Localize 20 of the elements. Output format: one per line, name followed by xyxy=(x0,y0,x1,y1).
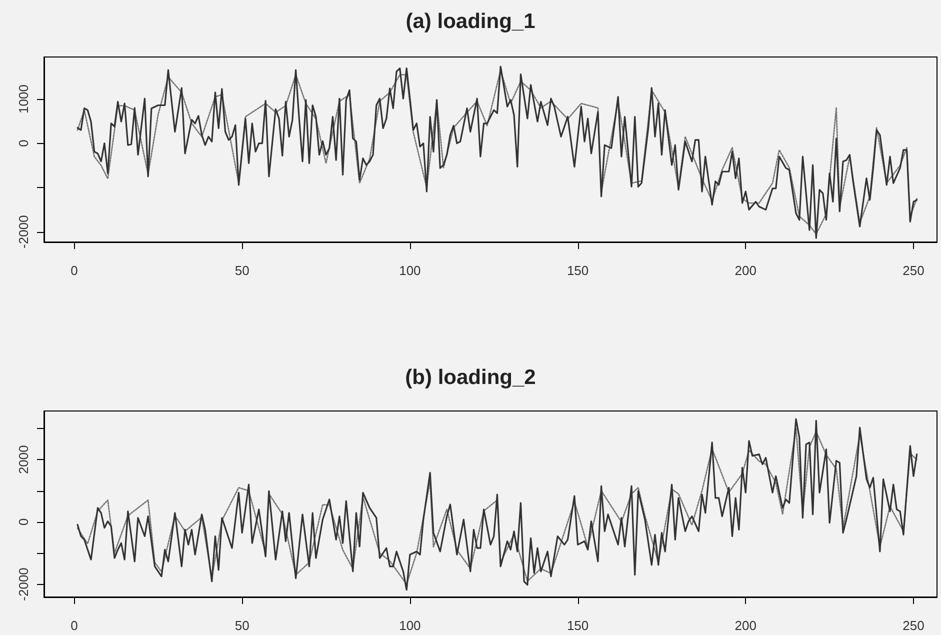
y-tick-label: 2000 xyxy=(16,445,31,474)
x-tick-label: 200 xyxy=(734,263,756,278)
y-tick-label: -2000 xyxy=(16,215,31,248)
y-tick-label: -2000 xyxy=(16,568,31,601)
x-tick-label: 150 xyxy=(566,263,589,278)
y-tick-label: 0 xyxy=(16,140,31,147)
x-tick-label: 250 xyxy=(902,263,924,278)
x-tick-label: 100 xyxy=(399,263,421,278)
x-tick-label: 100 xyxy=(399,618,421,633)
x-tick-label: 200 xyxy=(734,618,756,633)
y-tick-label: 0 xyxy=(16,518,31,526)
x-tick-label: 0 xyxy=(70,618,78,633)
y-tick-label: 1000 xyxy=(16,84,31,114)
x-tick-label: 250 xyxy=(902,618,924,633)
x-tick-label: 50 xyxy=(234,618,250,633)
chart-title: (a) loading_1 xyxy=(406,10,536,33)
x-tick-label: 50 xyxy=(234,263,250,278)
x-tick-label: 150 xyxy=(566,618,589,633)
chart-title: (b) loading_2 xyxy=(405,366,536,389)
x-tick-label: 0 xyxy=(70,263,78,278)
